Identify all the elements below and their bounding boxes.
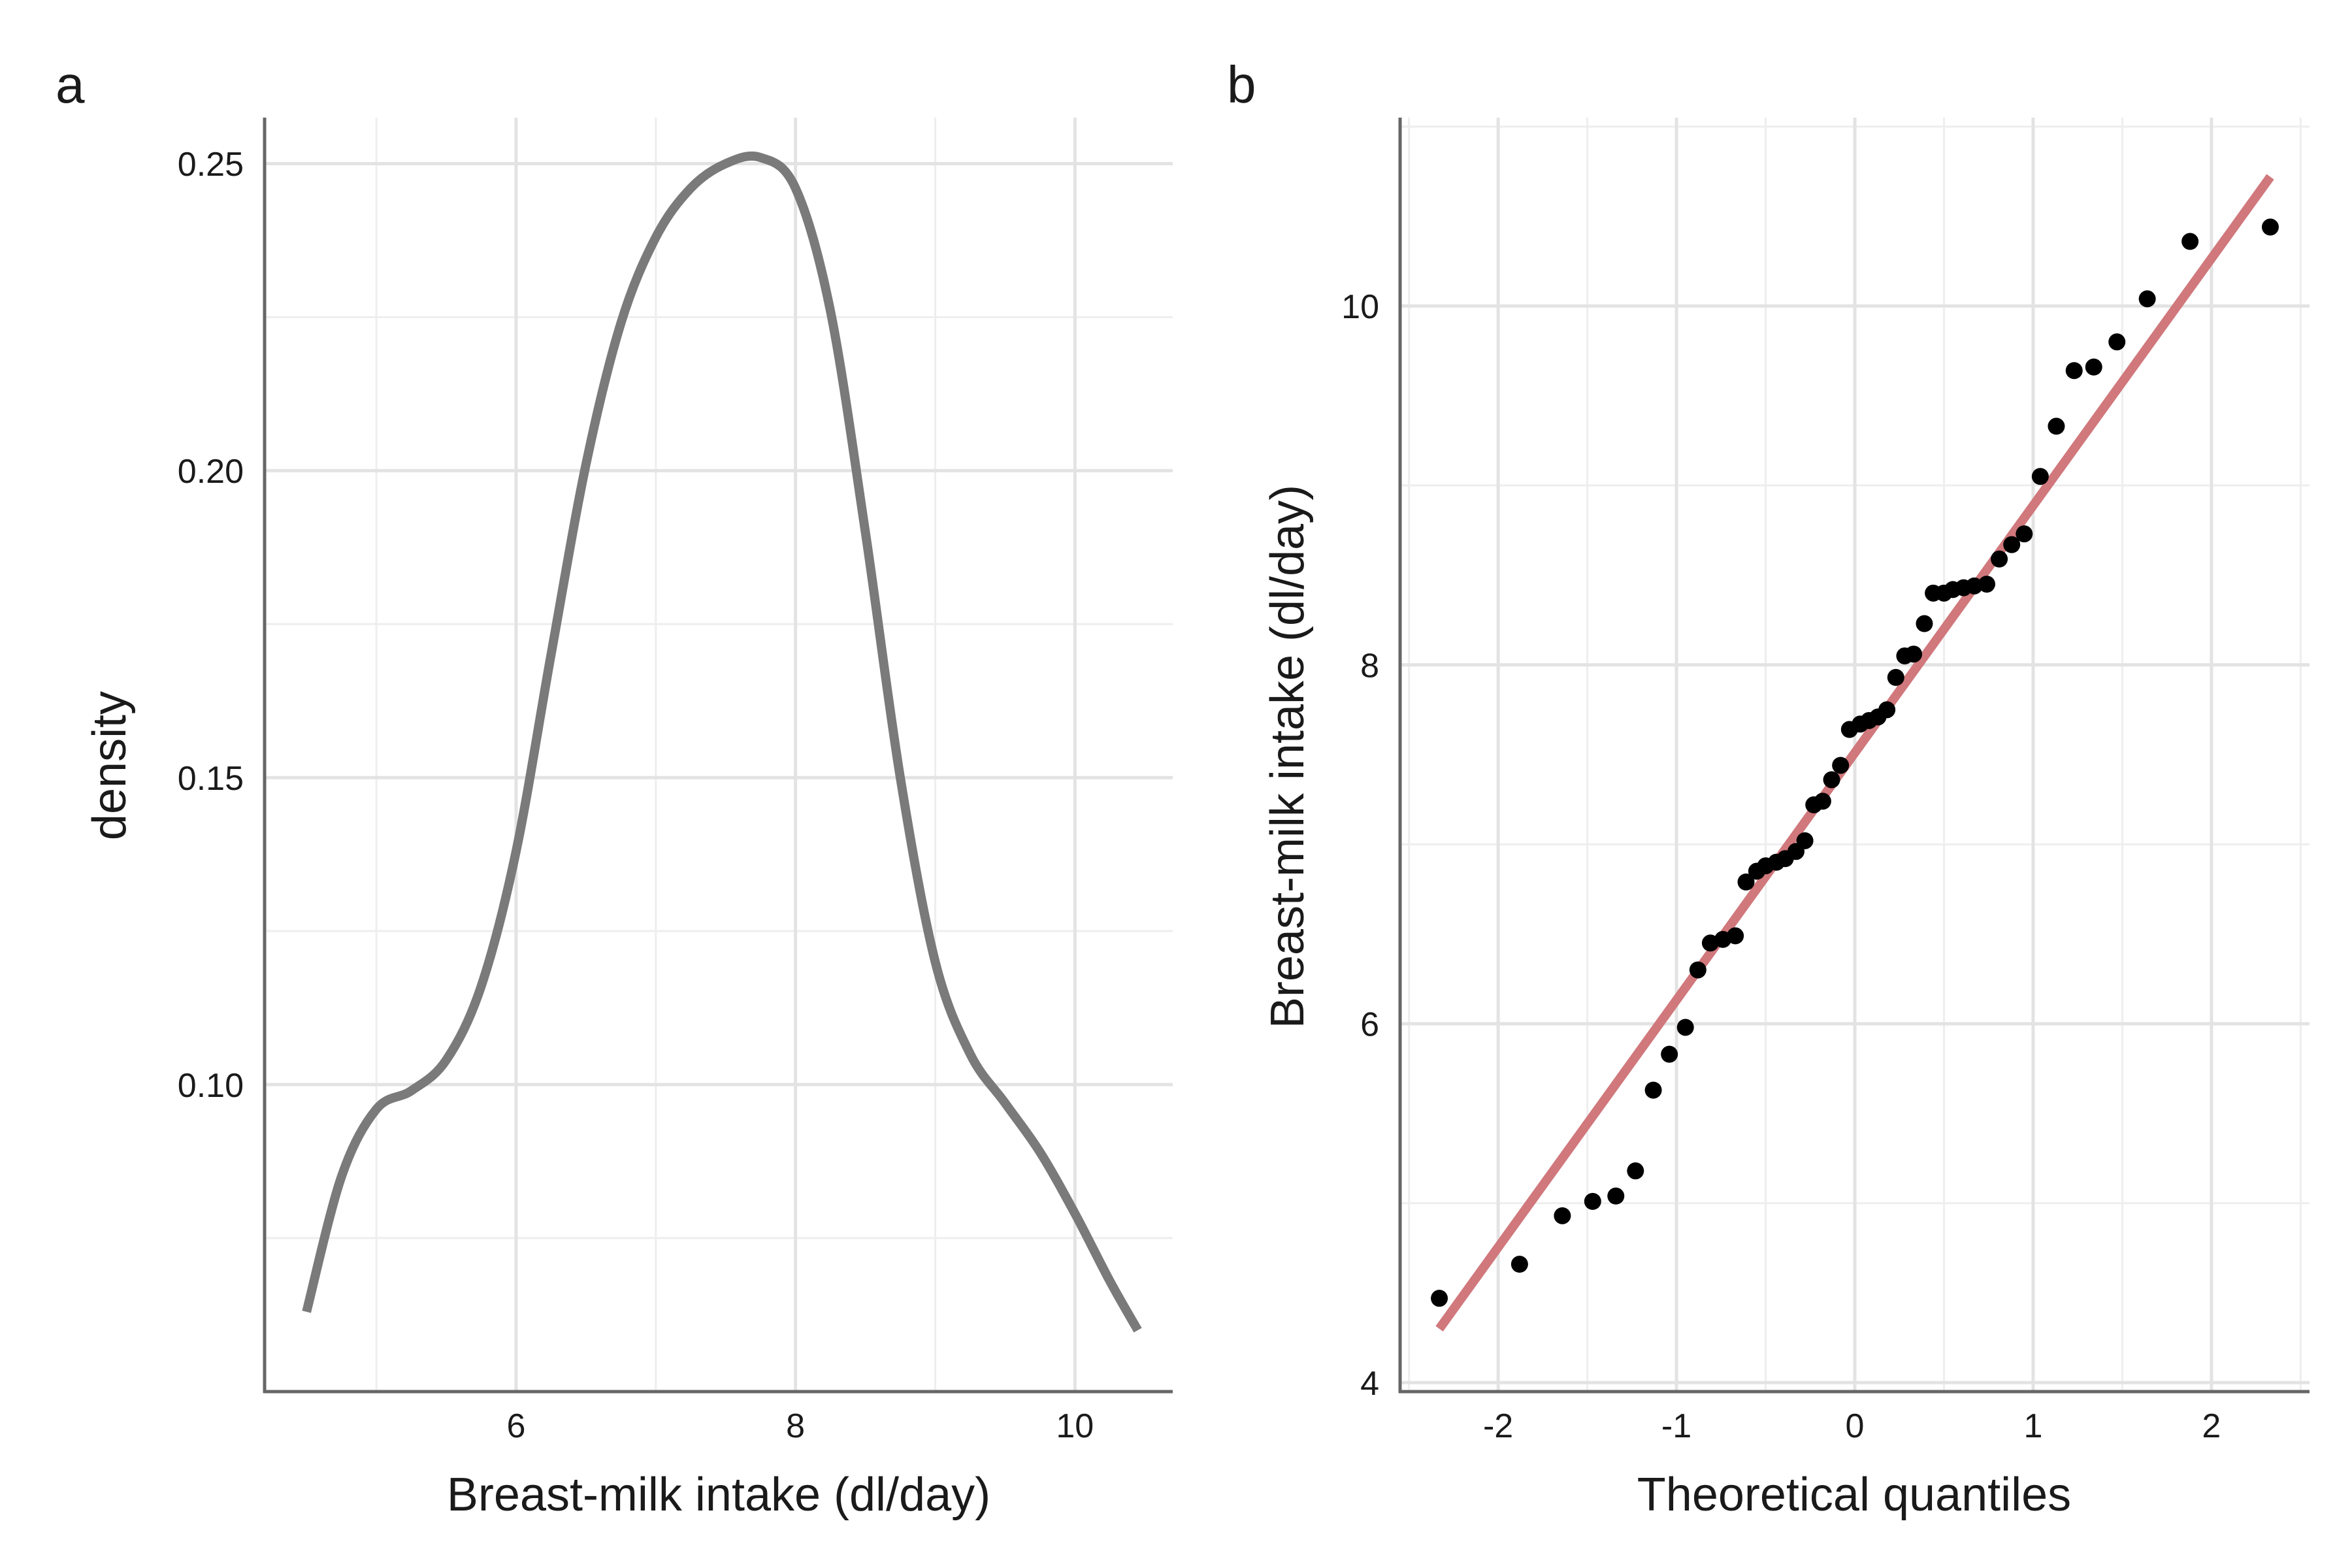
panel-a-axes: [263, 118, 1173, 1394]
panel-b-y-axis-label: Breast-milk intake (dl/day): [1262, 485, 1314, 1028]
y-tick-label: 8: [1360, 647, 1379, 685]
panel-a-density-plot: a 6 8 10 0.10 0.15 0.20 0.25 Breast-milk inta…: [56, 56, 1173, 1521]
x-tick-label: 8: [786, 1407, 805, 1445]
qq-reference-line: [1435, 174, 2274, 1331]
qq-point: [2003, 536, 2021, 553]
x-tick-label: 10: [1056, 1407, 1094, 1445]
panel-b-x-axis-label: Theoretical quantiles: [1637, 1469, 2071, 1521]
x-tick-label: 0: [1846, 1407, 1865, 1445]
qq-point: [2085, 358, 2102, 376]
panel-a-y-axis-label: density: [84, 691, 136, 840]
qq-point: [2181, 233, 2199, 250]
qq-point: [2138, 290, 2156, 308]
qq-point: [1878, 701, 1896, 719]
panel-a-series: [302, 151, 1142, 1333]
qq-point: [2048, 417, 2065, 435]
panel-b-qq-plot: b -2 -1 0 1 2 4 6 8 10 Theoretical quantiles Br…: [1227, 56, 2310, 1521]
qq-point: [1676, 1019, 1694, 1036]
panel-b-x-tick-labels: -2 -1 0 1 2: [1483, 1407, 2221, 1445]
panel-b-y-tick-labels: 4 6 8 10: [1341, 288, 1379, 1403]
x-tick-label: 6: [506, 1407, 525, 1445]
qq-point: [1796, 832, 1814, 849]
panel-b-axes: [1398, 118, 2310, 1394]
y-tick-label: 0.20: [178, 453, 244, 491]
qq-point: [2065, 362, 2083, 380]
panel-a-x-tick-labels: 6 8 10: [506, 1407, 1094, 1445]
qq-point: [1965, 577, 1983, 595]
qq-point: [1644, 1081, 1662, 1099]
qq-point: [1737, 874, 1755, 890]
qq-point: [1814, 792, 1831, 810]
qq-point: [1431, 1290, 1448, 1307]
qq-point: [1727, 927, 1744, 945]
panel-b-points: [1431, 218, 2279, 1307]
qq-point: [1823, 771, 1840, 789]
qq-point: [2108, 333, 2126, 351]
panel-a-y-tick-labels: 0.10 0.15 0.20 0.25: [178, 146, 244, 1105]
x-tick-label: -2: [1483, 1407, 1513, 1445]
x-tick-label: -1: [1661, 1407, 1691, 1445]
panel-a-x-axis-label: Breast-milk intake (dl/day): [447, 1469, 990, 1521]
qq-point: [1832, 757, 1850, 774]
qq-point: [1978, 576, 1995, 593]
y-tick-label: 6: [1360, 1006, 1379, 1044]
panel-b-tag: b: [1227, 56, 1256, 114]
qq-point: [1916, 615, 1933, 632]
panel-a-tag: a: [56, 56, 85, 114]
qq-point: [1584, 1192, 1601, 1210]
x-tick-label: 2: [2202, 1407, 2221, 1445]
y-tick-label: 4: [1360, 1365, 1379, 1403]
density-curve: [302, 151, 1142, 1333]
y-tick-label: 10: [1341, 288, 1379, 326]
qq-point: [1554, 1207, 1571, 1224]
qq-point: [1905, 645, 1923, 663]
qq-point: [1991, 550, 2008, 568]
qq-point: [1607, 1187, 1625, 1205]
qq-point: [1627, 1162, 1644, 1180]
y-tick-label: 0.10: [178, 1067, 244, 1105]
qq-point: [1887, 668, 1904, 686]
qq-point: [2016, 525, 2033, 543]
panel-b-reference-line: [1435, 174, 2274, 1331]
qq-point: [2031, 468, 2049, 485]
qq-point: [2261, 218, 2279, 236]
qq-point: [1661, 1045, 1678, 1063]
qq-point: [1511, 1256, 1528, 1273]
x-tick-label: 1: [2023, 1407, 2042, 1445]
qq-point: [1689, 961, 1707, 979]
y-tick-label: 0.15: [178, 760, 244, 798]
panel-b-gridlines: [1400, 118, 2310, 1392]
y-tick-label: 0.25: [178, 146, 244, 184]
